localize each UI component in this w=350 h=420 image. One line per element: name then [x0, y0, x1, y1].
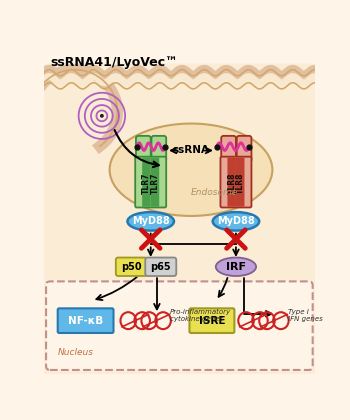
FancyBboxPatch shape	[152, 136, 166, 162]
Text: ssRNA: ssRNA	[173, 145, 210, 155]
FancyBboxPatch shape	[151, 158, 159, 207]
FancyBboxPatch shape	[135, 157, 166, 207]
Text: IRF: IRF	[226, 262, 246, 272]
Ellipse shape	[213, 212, 259, 231]
Text: p50: p50	[121, 262, 142, 272]
Text: NF-κB: NF-κB	[68, 316, 103, 326]
Ellipse shape	[216, 257, 256, 276]
FancyBboxPatch shape	[220, 157, 251, 207]
Text: MyD88: MyD88	[132, 216, 169, 226]
Text: ISRE: ISRE	[199, 316, 225, 326]
Circle shape	[100, 114, 104, 118]
Text: ssRNA41/LyoVec™: ssRNA41/LyoVec™	[50, 56, 177, 69]
FancyBboxPatch shape	[58, 308, 113, 333]
Text: TLR7: TLR7	[142, 172, 151, 194]
Text: Endosome: Endosome	[191, 188, 238, 197]
FancyBboxPatch shape	[145, 257, 176, 276]
Text: MyD88: MyD88	[217, 216, 255, 226]
FancyBboxPatch shape	[136, 136, 151, 162]
FancyBboxPatch shape	[46, 281, 313, 370]
Ellipse shape	[110, 123, 272, 216]
Ellipse shape	[127, 212, 174, 231]
FancyBboxPatch shape	[237, 136, 251, 162]
Text: Type I
IFN genes: Type I IFN genes	[288, 309, 323, 322]
FancyBboxPatch shape	[142, 158, 151, 207]
Text: Nucleus: Nucleus	[58, 348, 94, 357]
FancyBboxPatch shape	[221, 136, 236, 162]
Text: p65: p65	[150, 262, 171, 272]
Text: Pro-inflammatory
cytokine genes: Pro-inflammatory cytokine genes	[170, 309, 231, 322]
FancyBboxPatch shape	[236, 158, 244, 207]
Text: TLR8: TLR8	[236, 172, 245, 194]
FancyBboxPatch shape	[189, 308, 235, 333]
Text: TLR7: TLR7	[151, 172, 160, 194]
FancyBboxPatch shape	[228, 158, 236, 207]
FancyBboxPatch shape	[41, 63, 317, 376]
FancyBboxPatch shape	[116, 257, 147, 276]
Text: TLR8: TLR8	[228, 172, 237, 194]
